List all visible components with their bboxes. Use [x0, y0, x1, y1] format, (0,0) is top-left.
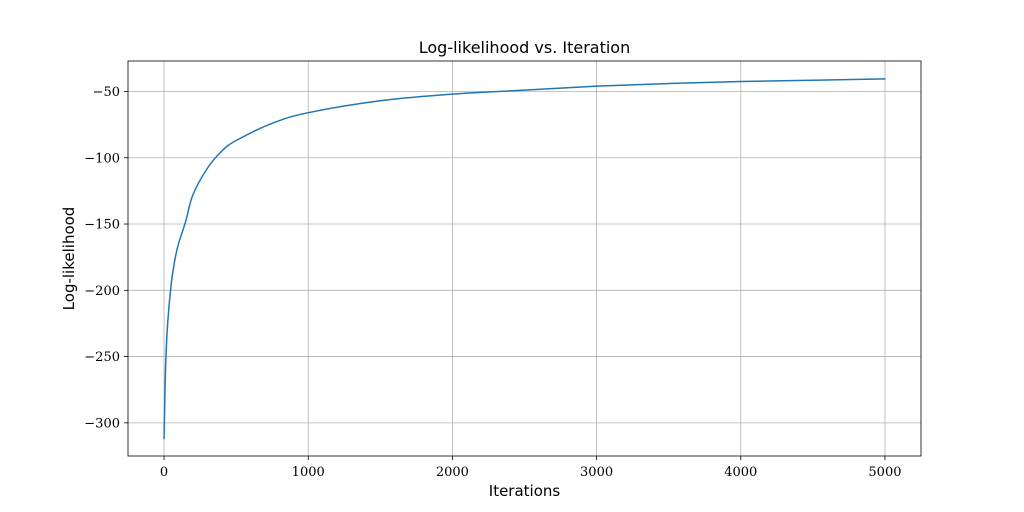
- log-likelihood-series-line: [163, 78, 886, 440]
- y-axis-label: Log-likelihood: [60, 207, 78, 311]
- x-tick-label: 1000: [292, 465, 325, 480]
- plot-frame: [127, 60, 922, 457]
- x-tick-label: 2000: [436, 465, 469, 480]
- y-tick-label: −300: [84, 416, 120, 431]
- series-layer: [163, 78, 886, 440]
- y-tick-label: −100: [84, 151, 120, 166]
- x-tick-label: 5000: [868, 465, 901, 480]
- y-tick-label: −200: [84, 284, 120, 299]
- chart-title: Log-likelihood vs. Iteration: [419, 38, 630, 57]
- x-tick-label: 3000: [580, 465, 613, 480]
- x-tick-label: 0: [160, 465, 168, 480]
- y-tick-label: −150: [84, 218, 120, 233]
- tick-layer: 0 1000 2000 3000 4000 5000 −300 −250 −200 −150 −10…: [84, 85, 901, 480]
- y-tick-label: −50: [93, 85, 120, 100]
- grid-lines: [128, 61, 921, 456]
- x-tick-label: 4000: [724, 465, 757, 480]
- y-tick-label: −250: [84, 350, 120, 365]
- x-axis-label: Iterations: [489, 482, 561, 500]
